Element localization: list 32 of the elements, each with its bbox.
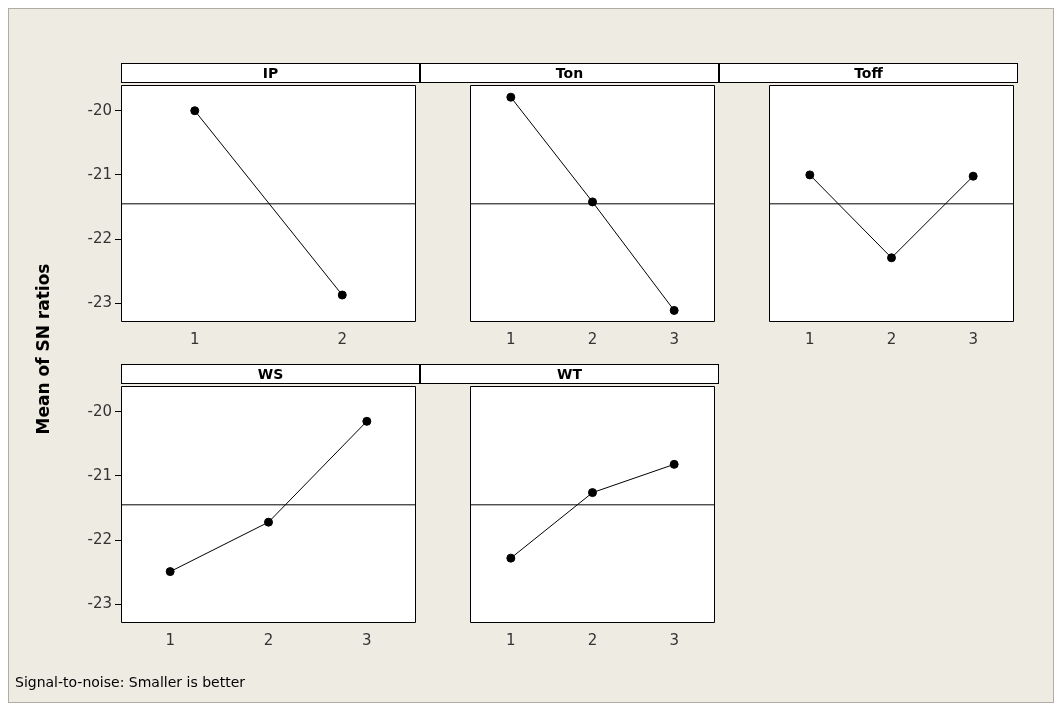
x-tick-label: 2 <box>337 329 348 348</box>
x-tick-label: 3 <box>968 329 978 348</box>
y-tick-label: -21 <box>87 465 112 484</box>
chart-title: Ton <box>420 63 719 83</box>
y-tick-label: -20 <box>87 401 112 420</box>
chart-title: IP <box>121 63 420 83</box>
chart-title: WT <box>420 364 719 384</box>
point <box>165 567 175 577</box>
x-tick-label: 2 <box>587 329 598 348</box>
point <box>362 416 372 426</box>
x-tick-label: 1 <box>805 329 815 348</box>
chart-title: Toff <box>719 63 1018 83</box>
x-tick-label: 2 <box>263 630 274 649</box>
x-tick-label: 3 <box>362 630 372 649</box>
x-tick-label: 1 <box>189 329 200 348</box>
y-tick-label: -22 <box>87 229 112 248</box>
x-tick-label: 1 <box>506 630 516 649</box>
x-tick-label: 3 <box>669 630 679 649</box>
chart-title: WS <box>121 364 420 384</box>
x-tick-label: 2 <box>886 329 897 348</box>
y-tick-label: -21 <box>87 164 112 183</box>
y-tick-label: -23 <box>87 594 112 613</box>
x-tick-label: 2 <box>587 630 598 649</box>
y-tick-label: -23 <box>87 293 112 312</box>
text: Signal-to-noise: Smaller is better <box>15 674 246 690</box>
point <box>264 517 273 527</box>
y-tick-label: -20 <box>87 100 112 119</box>
y-tick-label: -22 <box>87 530 112 549</box>
x-tick-label: 1 <box>506 329 516 348</box>
x-tick-label: 3 <box>669 329 679 348</box>
x-tick-label: 1 <box>165 630 175 649</box>
y-axis-title: Mean of SN ratios <box>33 263 53 435</box>
